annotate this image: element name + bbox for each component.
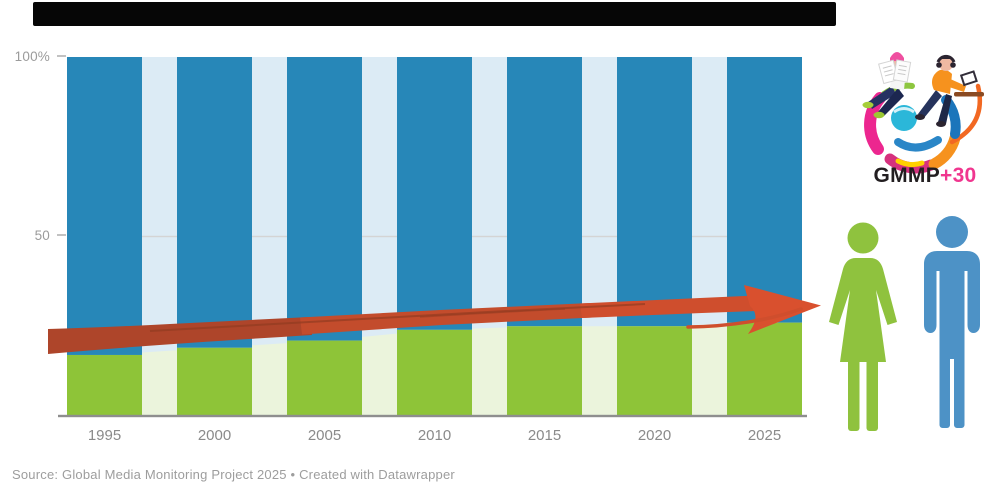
logo-text-gmmp: GMMP xyxy=(873,164,940,187)
x-axis-label-2015: 2015 xyxy=(527,427,562,444)
trend-arrow-head xyxy=(744,285,821,334)
x-axis-baseline xyxy=(58,414,807,418)
bar-men-2015 xyxy=(507,57,582,327)
bar-men-2005 xyxy=(287,57,362,341)
x-axis-label-2000: 2000 xyxy=(197,427,232,444)
trend-arrow-streak xyxy=(149,303,646,332)
x-axis-label-2010: 2010 xyxy=(417,427,452,444)
bar-women-2005 xyxy=(287,340,362,416)
bars-layer xyxy=(58,57,807,418)
logo-person-reading-icon xyxy=(862,52,912,119)
x-axis-label-2025: 2025 xyxy=(747,427,782,444)
male-pictogram-icon xyxy=(924,216,980,428)
gmmp30-logo: GMMP+30 xyxy=(862,52,984,187)
trend-arrow-band-right xyxy=(580,295,756,318)
bar-men-2000 xyxy=(177,57,252,348)
logo-wordmark: GMMP+30 xyxy=(873,164,976,187)
logo-text-plus30: +30 xyxy=(940,164,977,187)
bar-men-2010 xyxy=(397,57,472,330)
bar-women-2025 xyxy=(727,322,802,416)
x-axis-label-2020: 2020 xyxy=(637,427,672,444)
female-pictogram-icon xyxy=(829,222,897,431)
source-attribution: Source: Global Media Monitoring Project … xyxy=(12,467,455,482)
bar-men-2020 xyxy=(617,57,692,327)
trend-arrow-swoosh xyxy=(686,307,803,329)
bar-women-2000 xyxy=(177,347,252,416)
y-axis-label-50: 50 xyxy=(34,228,50,243)
bar-women-1995 xyxy=(67,354,142,416)
bar-women-2020 xyxy=(617,326,692,416)
y-axis-tick-100 xyxy=(57,55,66,57)
top-black-bar xyxy=(33,2,836,26)
trend-arrow-streak-2 xyxy=(419,308,566,318)
bar-women-2015 xyxy=(507,326,582,416)
bar-men-1995 xyxy=(67,57,142,355)
x-axis-label-2005: 2005 xyxy=(307,427,342,444)
bar-men-2025 xyxy=(727,57,802,323)
x-axis-label-1995: 1995 xyxy=(87,427,122,444)
bar-women-2010 xyxy=(397,329,472,416)
trend-arrow xyxy=(48,285,821,354)
logo-person-laptop-icon xyxy=(915,54,984,127)
y-axis-tick-50 xyxy=(57,234,66,236)
y-axis-label-100: 100% xyxy=(14,49,50,64)
